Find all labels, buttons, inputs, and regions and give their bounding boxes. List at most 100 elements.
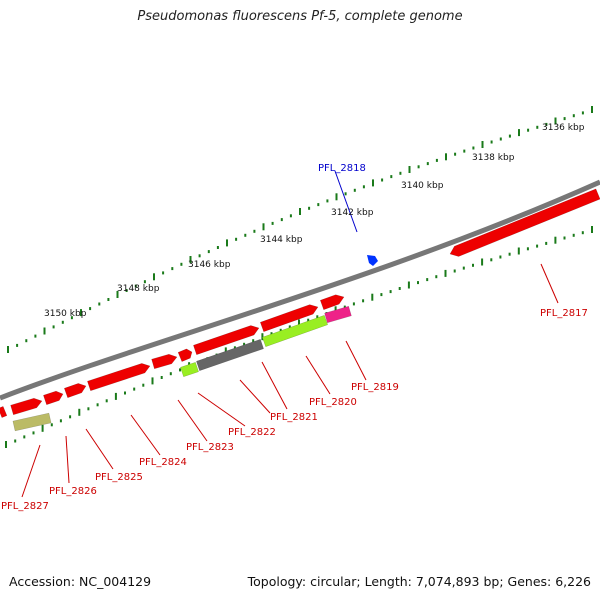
gene-label-pfl2818[interactable]: PFL_2818: [318, 163, 366, 174]
outer-tick: [189, 256, 192, 263]
outer-tick: [244, 233, 247, 237]
outer-tick: [536, 125, 539, 129]
outer-tick: [308, 206, 311, 210]
gene-feature-lime[interactable]: [261, 314, 329, 348]
position-marker-icon[interactable]: [367, 255, 378, 266]
gene-feature-olive[interactable]: [12, 412, 52, 432]
inner-tick: [224, 347, 227, 355]
gene-label-pfl2820[interactable]: PFL_2820: [309, 397, 357, 408]
inner-tick: [179, 368, 181, 372]
scale-label-3146: 3146 kbp: [188, 260, 231, 270]
outer-tick: [180, 262, 183, 266]
inner-tick: [307, 318, 310, 322]
genome-backbone: [0, 179, 600, 401]
leader-line: [345, 340, 367, 381]
gene-label-pfl2817[interactable]: PFL_2817: [540, 308, 588, 319]
outer-tick: [408, 166, 411, 173]
inner-tick: [96, 403, 99, 407]
inner-tick: [554, 236, 557, 244]
inner-tick: [462, 266, 465, 270]
outer-tick: [563, 117, 566, 121]
outer-tick: [572, 114, 575, 118]
outer-tick: [16, 343, 19, 347]
outer-tick: [344, 192, 347, 196]
outer-tick: [591, 106, 593, 113]
leader-line: [197, 392, 246, 427]
scale-label-3136: 3136 kbp: [542, 123, 585, 133]
outer-tick: [554, 117, 557, 125]
inner-tick: [362, 299, 365, 303]
inner-tick: [380, 293, 383, 297]
gene-pfl2820[interactable]: [259, 304, 319, 333]
inner-tick: [426, 278, 429, 282]
gene-feature-gray[interactable]: [196, 338, 264, 372]
gene-label-pfl2826[interactable]: PFL_2826: [49, 486, 97, 497]
leader-line: [334, 170, 358, 233]
inner-tick: [343, 305, 346, 309]
gene-label-pfl2823[interactable]: PFL_2823: [186, 442, 234, 453]
outer-tick: [52, 325, 55, 329]
gene-label-pfl2819[interactable]: PFL_2819: [351, 382, 399, 393]
outer-tick: [362, 185, 365, 189]
inner-tick: [444, 269, 447, 277]
inner-tick: [23, 435, 26, 439]
inner-tick: [87, 407, 90, 411]
gene-pfl2821[interactable]: [193, 325, 260, 356]
inner-tick: [105, 399, 108, 403]
inner-tick: [536, 244, 539, 248]
gene-pfl2822[interactable]: [177, 348, 193, 362]
gene-pfl2826[interactable]: [43, 390, 64, 406]
outer-tick: [171, 267, 174, 271]
outer-tick: [198, 254, 201, 258]
inner-tick: [114, 392, 117, 400]
gene-pfl2823[interactable]: [151, 353, 178, 370]
inner-tick: [508, 252, 511, 256]
scale-label-3144: 3144 kbp: [260, 235, 303, 245]
outer-tick: [262, 223, 265, 231]
outer-tick: [445, 153, 447, 161]
inner-tick: [261, 333, 264, 341]
gene-track: [0, 188, 600, 432]
gene-pfl2819[interactable]: [319, 294, 345, 311]
gene-label-pfl2824[interactable]: PFL_2824: [139, 457, 187, 468]
outer-tick: [162, 271, 165, 275]
inner-tick: [316, 315, 319, 319]
gene-pfl2817[interactable]: [449, 188, 600, 257]
label-leader-lines: [21, 170, 559, 498]
leader-line: [261, 361, 288, 410]
gene-partial[interactable]: [0, 406, 8, 418]
inner-tick: [435, 275, 438, 279]
outer-tick: [116, 291, 119, 298]
inner-tick: [490, 258, 493, 262]
gene-label-pfl2821[interactable]: PFL_2821: [270, 412, 318, 423]
gene-label-pfl2827[interactable]: PFL_2827: [1, 501, 49, 512]
gene-pfl2825[interactable]: [63, 383, 87, 399]
inner-tick: [243, 342, 246, 346]
scale-label-3142: 3142 kbp: [331, 208, 374, 218]
gene-feature-magenta[interactable]: [324, 305, 352, 324]
outer-tick: [417, 165, 420, 169]
leader-line: [130, 414, 161, 456]
inner-tick: [69, 415, 72, 419]
gene-feature-lime-small[interactable]: [180, 361, 199, 378]
inner-tick: [142, 383, 145, 387]
gene-pfl2827[interactable]: [10, 397, 43, 416]
inner-tick: [252, 339, 255, 343]
inner-tick: [78, 408, 81, 416]
outer-tick: [326, 199, 329, 203]
inner-tick: [526, 247, 529, 251]
gene-label-pfl2822[interactable]: PFL_2822: [228, 427, 276, 438]
gene-label-pfl2825[interactable]: PFL_2825: [95, 472, 143, 483]
inner-tick: [563, 236, 566, 240]
leader-line: [65, 435, 70, 484]
inner-tick: [50, 423, 53, 427]
leader-line: [177, 399, 208, 442]
scale-label-3140: 3140 kbp: [401, 181, 444, 191]
gene-pfl2824[interactable]: [87, 363, 151, 392]
accession-text: Accession: NC_004129: [9, 574, 152, 589]
outer-tick: [472, 146, 475, 150]
inner-tick: [233, 346, 236, 350]
outer-tick: [399, 171, 402, 175]
outer-tick: [89, 307, 92, 311]
outer-tick: [490, 140, 493, 144]
